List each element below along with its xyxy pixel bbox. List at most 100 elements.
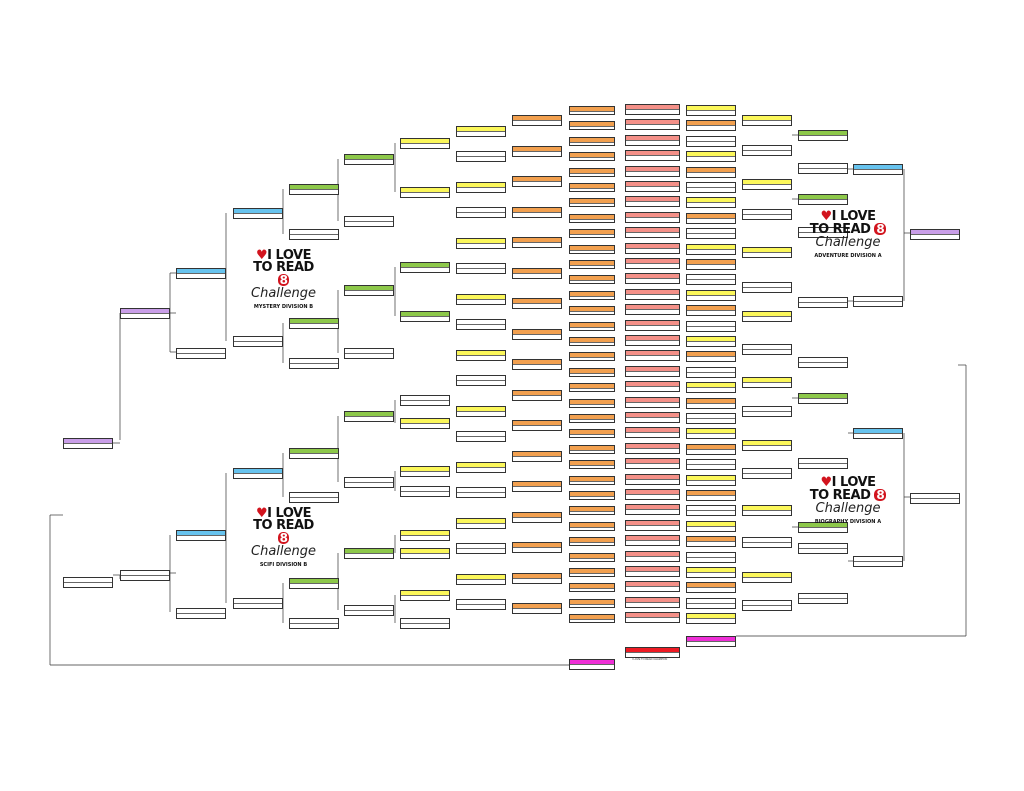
slot-header <box>177 531 225 535</box>
slot-header <box>626 428 679 433</box>
slot-detail <box>570 126 614 131</box>
slot-detail <box>626 340 679 346</box>
slot-header <box>457 407 505 411</box>
bracket-slot <box>569 275 615 285</box>
logo-biography-division: ♥I LOVE TO READ 8 Challenge BIOGRAPHY DI… <box>808 476 888 525</box>
slot-detail <box>687 140 735 147</box>
slot-header <box>626 259 679 263</box>
slot-detail <box>513 608 561 614</box>
slot-detail <box>626 109 679 115</box>
bracket-slot <box>456 263 506 274</box>
slot-header <box>626 382 679 387</box>
slot-detail <box>234 473 282 479</box>
slot-header <box>234 469 282 473</box>
slot-header <box>570 660 614 664</box>
bracket-slot <box>798 227 848 238</box>
slot-header <box>570 137 614 142</box>
slot-detail <box>570 342 614 347</box>
bracket-slot <box>625 134 680 146</box>
slot-header <box>290 493 338 497</box>
slot-detail <box>121 575 169 581</box>
slot-detail <box>626 170 679 177</box>
slot-header <box>513 207 561 212</box>
slot-header <box>687 552 735 557</box>
slot-header <box>687 306 735 311</box>
slot-detail <box>457 324 505 330</box>
slot-detail <box>626 494 679 500</box>
slot-detail <box>687 556 735 563</box>
bracket-slot <box>569 491 615 500</box>
bracket-slot <box>686 551 736 563</box>
slot-header <box>626 536 679 541</box>
bracket-slot <box>742 247 792 258</box>
bracket-slot <box>569 537 615 547</box>
slot-header <box>743 180 791 184</box>
slot-header <box>626 474 679 479</box>
slot-header <box>854 165 902 169</box>
slot-detail <box>513 242 561 248</box>
slot-detail <box>743 252 791 258</box>
slot-header <box>626 582 679 587</box>
heart-icon: ♥ <box>256 506 268 521</box>
slot-detail <box>626 524 679 531</box>
slot-header <box>626 182 679 186</box>
slot-detail <box>513 547 561 553</box>
bracket-slot <box>512 603 562 614</box>
bracket-slot <box>625 427 680 439</box>
slot-header <box>626 336 679 340</box>
slot-detail <box>626 263 679 269</box>
bracket-slot <box>344 605 394 616</box>
slot-detail <box>290 623 338 629</box>
slot-detail <box>570 496 614 501</box>
bracket-slot <box>569 383 615 393</box>
slot-header <box>345 155 393 159</box>
slot-header <box>570 461 614 466</box>
bracket-slot <box>742 311 792 322</box>
bracket-slot <box>625 535 680 547</box>
slot-detail <box>570 111 614 116</box>
slot-detail <box>570 573 614 578</box>
bracket-slot <box>512 328 562 340</box>
bracket-slot <box>233 468 283 479</box>
bracket-slot <box>742 600 792 611</box>
slot-header <box>626 166 679 171</box>
slot-detail <box>570 449 614 455</box>
slot-header <box>457 208 505 212</box>
slot-detail <box>570 372 614 378</box>
slot-detail <box>570 172 614 178</box>
slot-detail <box>626 232 679 238</box>
slot-detail <box>743 445 791 451</box>
bracket-slot <box>686 428 736 440</box>
slot-header <box>570 122 614 127</box>
slot-header <box>799 131 847 135</box>
bracket-slot <box>798 393 848 404</box>
slot-detail <box>743 184 791 190</box>
bracket-slot <box>625 150 680 162</box>
slot-detail <box>457 156 505 162</box>
slot-header <box>799 459 847 463</box>
bracket-slot <box>686 166 736 178</box>
slot-header <box>513 238 561 242</box>
slot-header <box>570 322 614 327</box>
bracket-slot <box>625 596 680 608</box>
slot-header <box>570 569 614 573</box>
bracket-slot <box>569 306 615 316</box>
slot-detail <box>799 548 847 554</box>
bracket-slot <box>625 273 680 285</box>
slot-header <box>401 549 449 553</box>
slot-detail <box>513 455 561 462</box>
slot-header <box>626 197 679 202</box>
slot-header <box>626 597 679 602</box>
slot-header <box>687 367 735 372</box>
slot-detail <box>626 293 679 300</box>
slot-header <box>457 575 505 579</box>
slot-detail <box>626 186 679 192</box>
slot-detail <box>687 448 735 455</box>
division-label: ADVENTURE DIVISION A <box>814 253 882 259</box>
slot-header <box>513 268 561 273</box>
bracket-slot <box>686 597 736 609</box>
slot-header <box>687 521 735 526</box>
slot-header <box>687 337 735 341</box>
bracket-slot <box>569 598 615 608</box>
bracket-slot <box>569 475 615 485</box>
